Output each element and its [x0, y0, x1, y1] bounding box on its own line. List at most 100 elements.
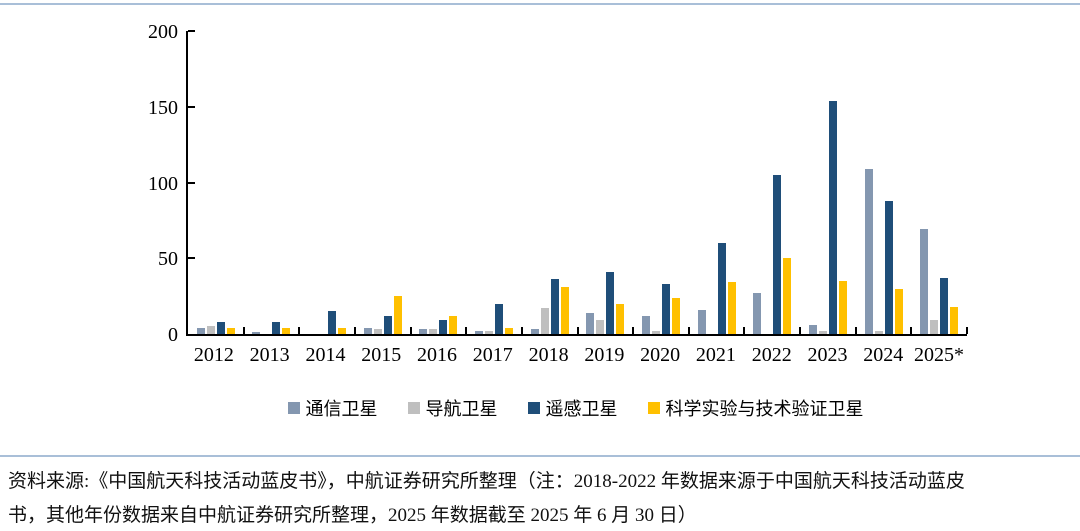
bar-group-2019 — [577, 31, 633, 334]
bar — [272, 322, 281, 334]
y-tick-label: 100 — [148, 172, 178, 195]
legend-label: 科学实验与技术验证卫星 — [665, 399, 864, 419]
x-axis-tick — [242, 327, 245, 334]
bar — [393, 296, 402, 334]
x-axis-tick — [687, 327, 690, 334]
bar — [550, 279, 559, 334]
x-axis-tick — [743, 327, 746, 334]
bar — [661, 284, 670, 334]
bar — [828, 101, 837, 334]
x-axis-tick — [632, 327, 635, 334]
legend-item: 通信卫星 — [287, 395, 378, 421]
bar — [505, 328, 514, 334]
bar-group-2022 — [744, 31, 800, 334]
y-tick-label: 50 — [158, 248, 178, 271]
x-axis-label: 2019 — [584, 344, 625, 366]
bar-group-2016 — [411, 31, 467, 334]
x-axis-label: 2013 — [249, 344, 290, 366]
x-axis-tick — [298, 327, 301, 334]
bar-group-2014 — [299, 31, 355, 334]
bar — [894, 289, 903, 334]
x-axis-tick — [576, 327, 579, 334]
bar — [429, 329, 438, 334]
bar-group-2012 — [188, 31, 244, 334]
x-axis-tick — [520, 327, 523, 334]
x-axis-tick — [353, 327, 356, 334]
legend-swatch-icon — [647, 402, 660, 414]
bar-group-2015 — [355, 31, 411, 334]
x-axis-label: 2025* — [914, 344, 965, 366]
bar — [717, 243, 726, 334]
bar — [884, 201, 893, 334]
bar — [439, 320, 448, 334]
chart-legend: 通信卫星 导航卫星 遥感卫星 科学实验与技术验证卫星 — [186, 395, 965, 421]
bar — [196, 328, 205, 334]
y-axis-tick — [188, 257, 195, 260]
y-axis-labels: 0 50 100 150 200 — [100, 22, 178, 345]
legend-swatch-icon — [287, 402, 300, 414]
bar — [940, 278, 949, 334]
legend-label: 导航卫星 — [425, 399, 498, 419]
x-axis-tick — [854, 327, 857, 334]
y-tick-label: 0 — [168, 324, 178, 346]
bar-group-2023 — [800, 31, 856, 334]
bar — [282, 328, 291, 334]
x-axis-label: 2018 — [528, 344, 569, 366]
x-axis-label: 2020 — [640, 344, 681, 366]
footer-divider-line — [0, 455, 1080, 457]
y-axis-tick — [188, 105, 195, 108]
x-axis-label: 2017 — [472, 344, 513, 366]
bar — [641, 316, 650, 334]
bar — [485, 331, 494, 334]
source-note-line2: 书，其他年份数据来自中航证券研究所整理，2025 年数据截至 2025 年 6 … — [8, 505, 697, 526]
bar — [606, 272, 615, 334]
x-axis-tick — [910, 327, 913, 334]
bar — [475, 331, 484, 334]
legend-label: 通信卫星 — [305, 399, 378, 419]
legend-item: 导航卫星 — [407, 395, 498, 421]
y-axis-tick — [188, 30, 195, 32]
bar — [419, 329, 428, 334]
bar — [727, 282, 736, 334]
bar — [930, 320, 939, 334]
bar — [338, 328, 347, 334]
plot-area — [186, 30, 968, 336]
x-axis-label: 2023 — [807, 344, 848, 366]
bar — [808, 325, 817, 334]
legend-swatch-icon — [527, 402, 540, 414]
legend-item: 遥感卫星 — [527, 395, 618, 421]
bar — [783, 258, 792, 334]
x-axis-label: 2012 — [193, 344, 234, 366]
x-axis-tick — [966, 327, 968, 334]
bar — [216, 322, 225, 334]
legend-item: 科学实验与技术验证卫星 — [647, 395, 864, 421]
bar — [920, 229, 929, 334]
x-axis-label: 2015 — [361, 344, 402, 366]
bar — [252, 332, 261, 334]
legend-label: 遥感卫星 — [545, 399, 618, 419]
bar — [363, 328, 372, 334]
bar-group-2017 — [466, 31, 522, 334]
bar — [651, 331, 660, 334]
bar — [226, 328, 235, 334]
x-axis-label: 2022 — [751, 344, 792, 366]
top-border-line — [0, 3, 1080, 5]
bar-group-2024 — [856, 31, 912, 334]
bar — [449, 316, 458, 334]
bar — [773, 175, 782, 334]
bar — [206, 326, 215, 334]
legend-swatch-icon — [407, 402, 420, 414]
y-tick-label: 150 — [148, 96, 178, 119]
bar — [818, 331, 827, 334]
source-note: 资料来源:《中国航天科技活动蓝皮书》，中航证券研究所整理（注：2018-2022… — [8, 465, 1072, 531]
bar — [838, 281, 847, 334]
x-axis-tick — [409, 327, 412, 334]
source-note-line1: 资料来源:《中国航天科技活动蓝皮书》，中航证券研究所整理（注：2018-2022… — [8, 471, 965, 492]
bar — [753, 293, 762, 334]
bar — [540, 308, 549, 334]
bar-group-2018 — [522, 31, 578, 334]
bar — [864, 169, 873, 334]
y-tick-label: 200 — [148, 21, 178, 43]
x-axis-tick — [465, 327, 468, 334]
